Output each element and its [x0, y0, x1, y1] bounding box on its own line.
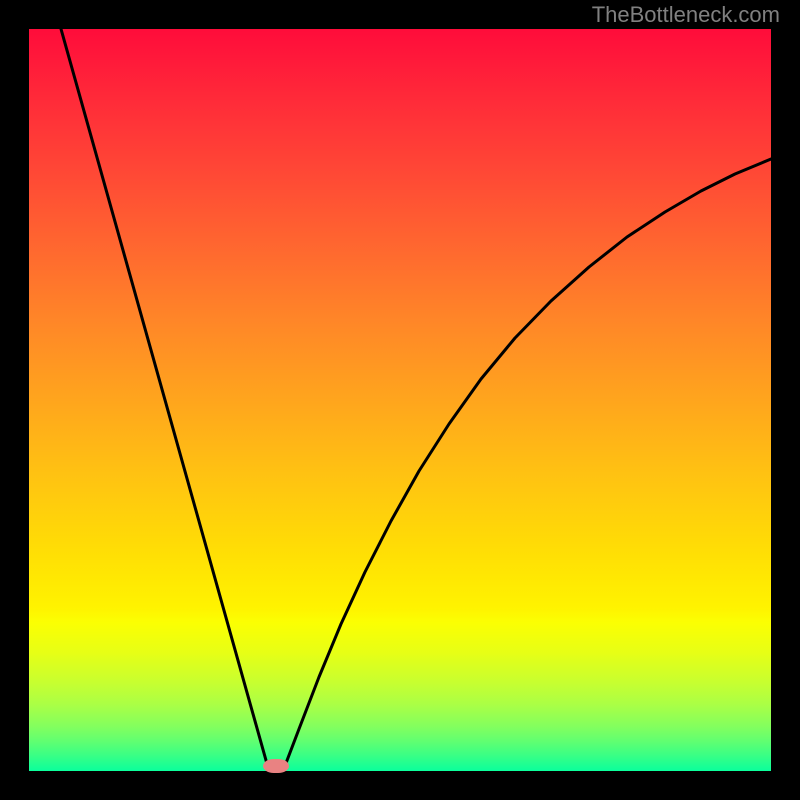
bottleneck-curve: [29, 29, 771, 771]
minimum-point-marker: [263, 759, 289, 773]
plot-area: [29, 29, 771, 771]
watermark-text: TheBottleneck.com: [592, 2, 780, 28]
